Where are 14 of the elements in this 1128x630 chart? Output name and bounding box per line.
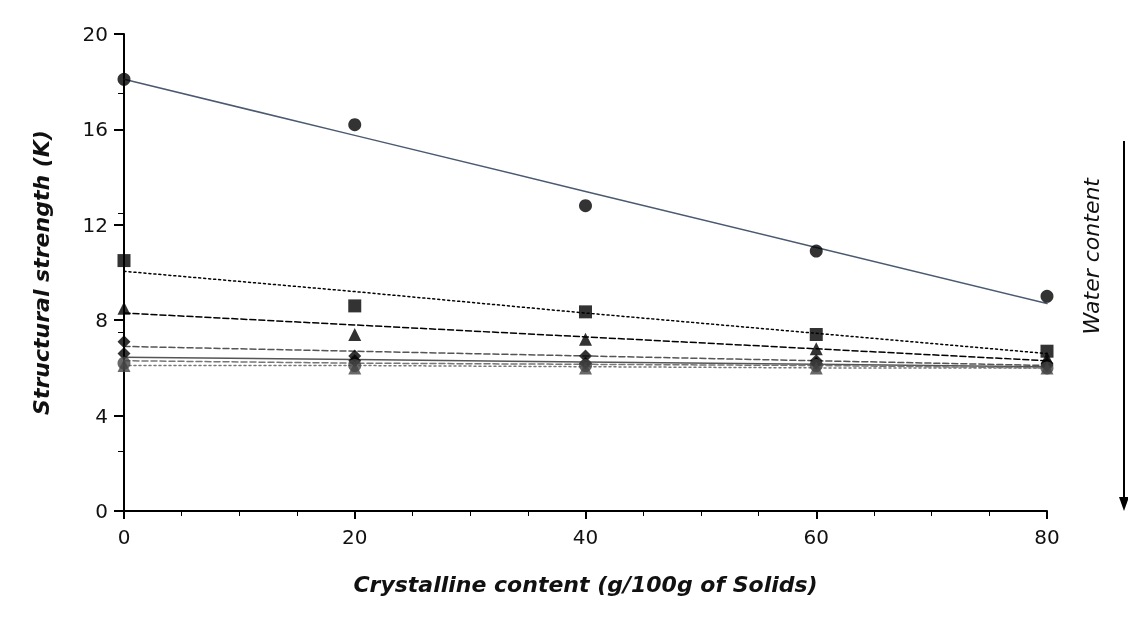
y-tick-label: 8 — [95, 308, 108, 333]
x-axis-title: Crystalline content (g/100g of Solids) — [353, 571, 818, 597]
x-tick-label: 0 — [117, 525, 131, 549]
y-tick-label: 20 — [82, 22, 108, 46]
text: Water content — [1078, 176, 1104, 335]
x-tick-label: 20 — [342, 525, 368, 549]
y-tick-label: 16 — [82, 117, 108, 142]
y-tick-label: 4 — [95, 403, 108, 428]
x-tick-label: 40 — [572, 525, 599, 549]
y-axis-title: Structural strength (K) — [28, 130, 54, 415]
y-tick-label: 0 — [95, 499, 108, 523]
x-tick-label: 60 — [803, 525, 829, 549]
x-tick-label: 80 — [1034, 525, 1060, 549]
y-tick-label: 12 — [82, 212, 108, 237]
